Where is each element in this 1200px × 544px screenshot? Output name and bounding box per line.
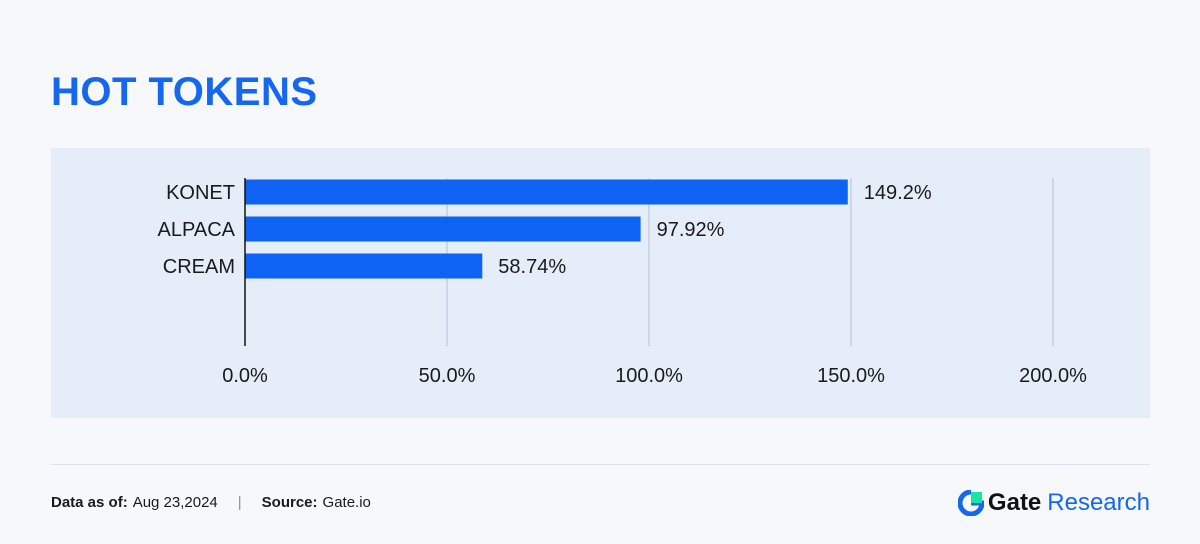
brand-logo: Gate Research xyxy=(957,489,1150,517)
x-tick-label: 150.0% xyxy=(817,365,885,387)
source-label: Source: xyxy=(261,494,318,511)
value-label: 58.74% xyxy=(498,256,566,278)
bar-cream xyxy=(245,253,483,279)
source-value: Gate.io xyxy=(322,494,371,511)
date-label: Data as of: xyxy=(51,494,128,511)
x-tick-label: 50.0% xyxy=(419,365,476,387)
value-label: 149.2% xyxy=(864,182,932,204)
category-label: KONET xyxy=(166,182,235,204)
x-tick-label: 0.0% xyxy=(222,365,268,387)
brand-name: Gate xyxy=(987,489,1042,516)
bar-chart: KONET 149.2% ALPACA 97.92% CREAM 58.74% 0.0% 50… xyxy=(158,178,1087,387)
footer-meta: Data as of: Aug 23,2024 | Source: Gate.i… xyxy=(51,494,371,511)
category-label: ALPACA xyxy=(158,219,236,241)
footer-separator: | xyxy=(237,494,242,511)
x-tick-label: 100.0% xyxy=(615,365,683,387)
date-value: Aug 23,2024 xyxy=(132,494,218,511)
value-label: 97.92% xyxy=(657,219,725,241)
chart-panel: KONET 149.2% ALPACA 97.92% CREAM 58.74% 0.0% 50… xyxy=(51,148,1150,418)
bar-konet xyxy=(245,179,848,205)
brand-suffix: Research xyxy=(1047,489,1150,516)
footer-divider xyxy=(51,464,1150,465)
chart-title: HOT TOKENS xyxy=(51,70,318,114)
x-tick-label: 200.0% xyxy=(1019,365,1087,387)
category-label: CREAM xyxy=(163,256,235,278)
gate-logo-icon xyxy=(957,490,984,516)
bar-alpaca xyxy=(245,216,641,242)
